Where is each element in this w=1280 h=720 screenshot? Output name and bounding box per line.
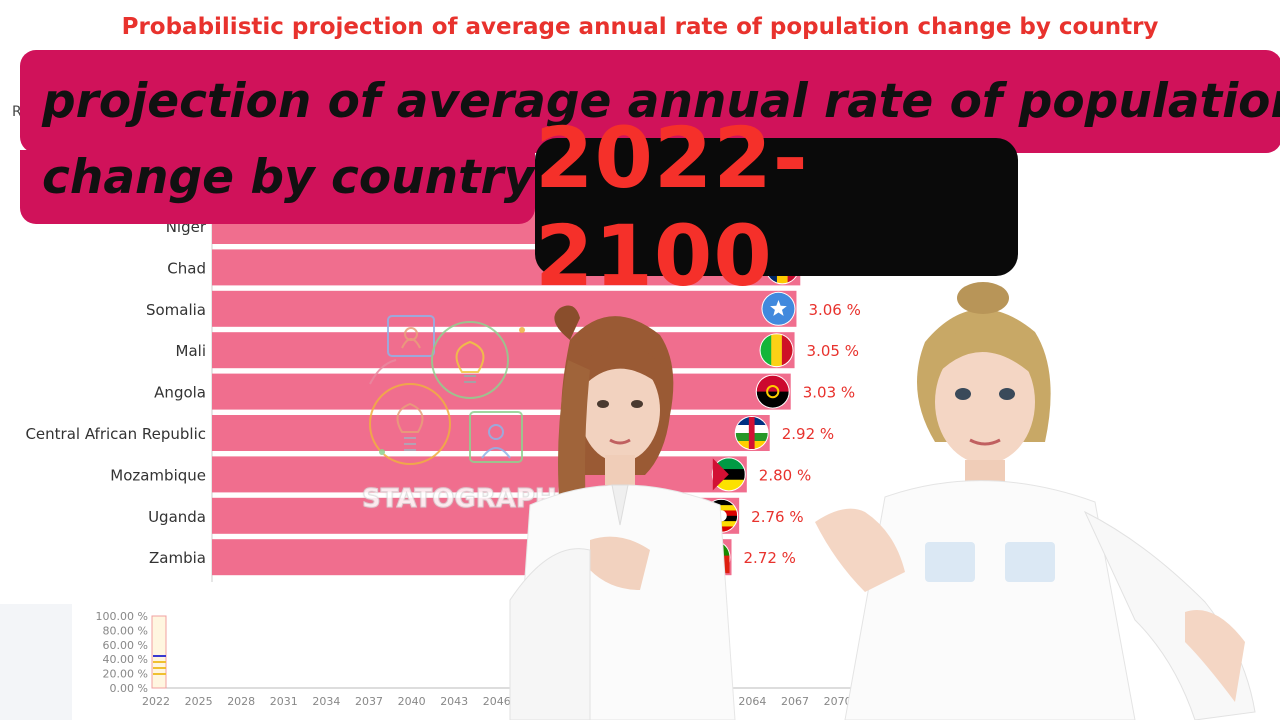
year-range-text: 2022-2100	[535, 109, 809, 305]
mozambique-flag-icon	[711, 457, 746, 492]
timeline-x-tick: 2046	[483, 695, 511, 708]
timeline-y-tick: 100.00 %	[96, 610, 148, 623]
timeline-x-tick: 2028	[227, 695, 255, 708]
angola-flag-icon	[755, 374, 790, 409]
category-label: Chad	[167, 259, 206, 277]
timeline-x-tick: 2070	[824, 695, 852, 708]
timeline-x-tick: 2037	[355, 695, 383, 708]
woman-left-figure	[509, 305, 736, 720]
category-label: Central African Republic	[25, 425, 206, 443]
value-label: 3.03 %	[803, 384, 855, 402]
timeline-current-window[interactable]	[151, 615, 167, 689]
central-african-republic-flag-icon	[734, 416, 769, 450]
timeline-layer: 100.00 %80.00 % 60.00 %40.00 % 20.00 %0.00…	[96, 610, 900, 708]
value-label: 2.72 %	[744, 549, 796, 567]
value-label: 2.92 %	[782, 425, 834, 443]
category-label: Mali	[176, 342, 206, 360]
bar-angola	[212, 373, 791, 410]
timeline-x-tick: 2022	[142, 695, 170, 708]
watermark-icons	[369, 315, 525, 465]
timeline-y-tick: 40.00 %	[103, 653, 148, 666]
headline-line-1: projection of average annual rate of pop…	[42, 74, 1280, 129]
timeline-y-tick: 20.00 %	[103, 668, 148, 681]
timeline-x-tick: 2043	[440, 695, 468, 708]
category-label: Zambia	[149, 549, 206, 567]
category-label: Angola	[154, 384, 206, 402]
woman-right-figure	[815, 282, 1256, 720]
timeline-x-tick: 2034	[312, 695, 340, 708]
mali-flag-icon	[759, 333, 794, 368]
bar-central-african-republic	[212, 415, 770, 451]
value-label: 3.05 %	[807, 342, 859, 360]
subtitle-fragment: R	[12, 104, 22, 120]
headline-line-2: change by country	[42, 150, 535, 205]
headline-banner-tab	[20, 150, 535, 224]
chart-title: Probabilistic projection of average annu…	[121, 14, 1159, 40]
timeline-y-tick: 0.00 %	[110, 682, 148, 695]
timeline-x-tick: 2064	[738, 695, 766, 708]
value-label: 2.80 %	[759, 466, 811, 484]
somalia-flag-icon	[761, 291, 796, 326]
bar-somalia	[212, 290, 797, 327]
timeline-x-tick: 2031	[270, 695, 298, 708]
value-label: 2.76 %	[751, 508, 803, 526]
timeline-x-tick: 2040	[398, 695, 426, 708]
timeline-x-tick: 2025	[185, 695, 213, 708]
timeline-y-tick: 60.00 %	[103, 639, 148, 652]
year-range-badge: 2022-2100	[535, 109, 1018, 305]
category-label: Somalia	[146, 301, 206, 319]
headline-banner	[20, 50, 1280, 153]
timeline-y-tick: 80.00 %	[103, 624, 148, 637]
category-label: Mozambique	[110, 466, 206, 484]
side-panel	[0, 604, 72, 720]
timeline-x-tick: 2067	[781, 695, 809, 708]
bar-mali	[212, 332, 795, 369]
category-label: Uganda	[148, 508, 206, 526]
value-label: 3.06 %	[808, 301, 860, 319]
